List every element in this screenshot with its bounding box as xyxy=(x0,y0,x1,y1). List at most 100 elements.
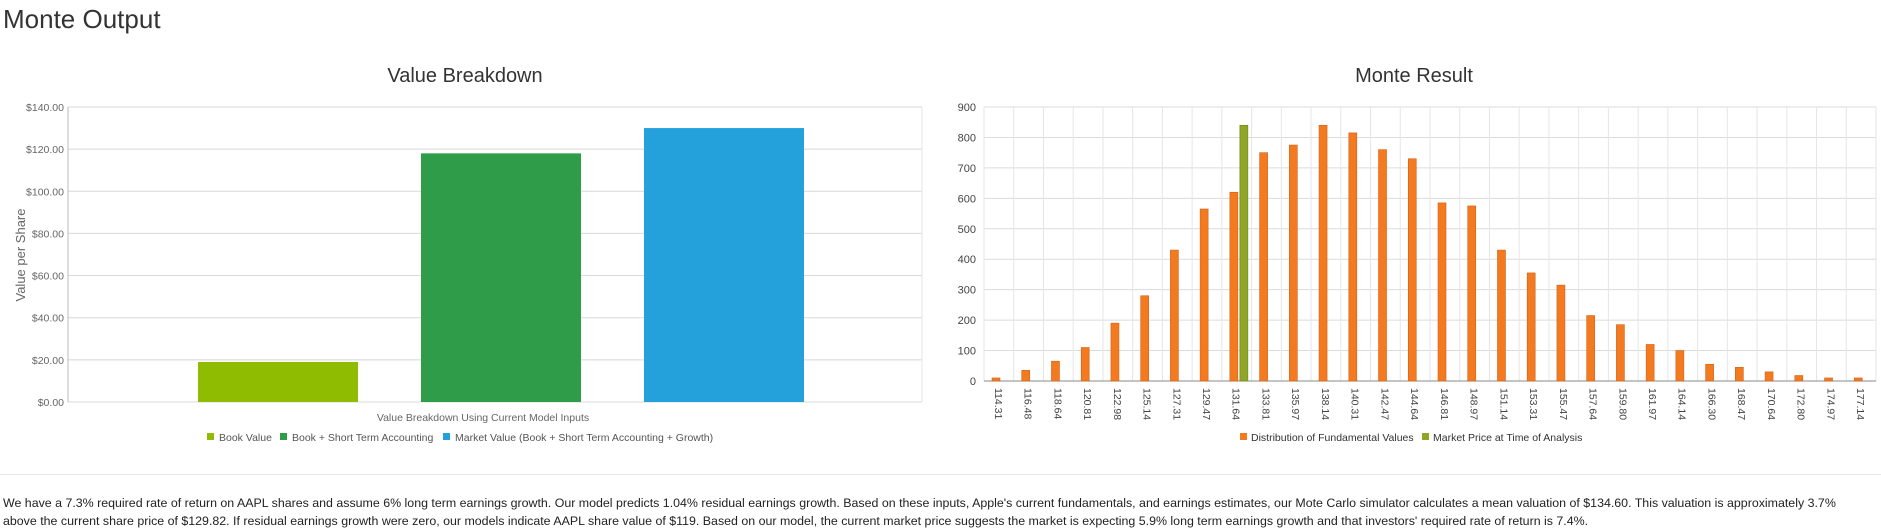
y-tick-label: 700 xyxy=(958,163,976,175)
distribution-bar xyxy=(1497,249,1506,382)
x-tick-label: 131.64 xyxy=(1230,388,1242,420)
distribution-bar xyxy=(1318,124,1328,382)
y-tick-label: $20.00 xyxy=(32,355,64,367)
bar-1 xyxy=(198,361,358,402)
x-tick-label: 127.31 xyxy=(1170,388,1182,420)
x-tick-label: 144.64 xyxy=(1408,388,1420,420)
legend-label: Market Value (Book + Short Term Accounti… xyxy=(455,432,713,444)
distribution-bar xyxy=(1080,347,1090,382)
x-tick-label: 153.31 xyxy=(1527,388,1539,420)
y-tick-label: $140.00 xyxy=(26,102,64,114)
x-tick-label: 170.64 xyxy=(1765,388,1777,420)
x-tick-label: 129.47 xyxy=(1200,388,1212,420)
distribution-bar xyxy=(1051,360,1060,382)
legend-label: Market Price at Time of Analysis xyxy=(1433,432,1582,444)
distribution-bar xyxy=(1705,363,1714,382)
legend-label: Book + Short Term Accounting xyxy=(292,432,434,444)
distribution-bar xyxy=(1526,272,1536,382)
distribution-bar xyxy=(1437,202,1447,382)
y-tick-label: 400 xyxy=(958,254,976,266)
x-tick-label: 133.81 xyxy=(1259,388,1271,420)
x-tick-label: 172.80 xyxy=(1795,388,1807,420)
y-tick-label: $60.00 xyxy=(32,271,64,283)
distribution-bar xyxy=(1645,344,1655,382)
divider xyxy=(0,474,1881,475)
legend-label: Distribution of Fundamental Values xyxy=(1251,432,1414,444)
x-tick-label: 116.48 xyxy=(1022,388,1034,419)
x-tick-label: 159.80 xyxy=(1616,388,1628,420)
y-tick-label: 800 xyxy=(958,132,976,144)
y-tick-label: 0 xyxy=(970,376,976,388)
y-tick-label: $0.00 xyxy=(38,397,64,409)
y-tick-label: 200 xyxy=(958,315,976,327)
charts-area: Value Breakdown $0.00 $20.00 $40.00 $60.00 $8… xyxy=(13,65,1877,444)
distribution-bar xyxy=(1259,152,1268,382)
distribution-bar xyxy=(1735,366,1744,382)
y-tick-label: 500 xyxy=(958,224,976,236)
distribution-bar xyxy=(1378,149,1387,382)
distribution-bar xyxy=(991,377,1001,382)
x-tick-label: 125.14 xyxy=(1141,388,1153,420)
distribution-bar xyxy=(1289,144,1298,382)
y-axis-label: Value per Share xyxy=(13,209,28,302)
x-tick-label: 140.31 xyxy=(1349,388,1361,420)
chart-title: Monte Result xyxy=(1355,65,1473,87)
y-tick-label: $40.00 xyxy=(32,313,64,325)
x-tick-label: 177.14 xyxy=(1854,388,1866,420)
distribution-bar xyxy=(1586,315,1595,382)
distribution-bar xyxy=(1110,322,1120,382)
distribution-bar xyxy=(1140,295,1149,382)
x-tick-label: 122.98 xyxy=(1111,388,1123,420)
x-tick-label: 174.97 xyxy=(1824,388,1836,420)
legend-swatch xyxy=(280,433,287,440)
x-tick-label: 151.14 xyxy=(1497,388,1509,420)
distribution-bar xyxy=(1467,205,1477,382)
y-tick-label: 300 xyxy=(958,285,976,297)
legend-swatch xyxy=(207,433,214,440)
summary-text: We have a 7.3% required rate of return o… xyxy=(3,496,1836,528)
x-tick-label: 161.97 xyxy=(1646,388,1658,420)
y-tick-label: $100.00 xyxy=(26,186,64,198)
distribution-bar xyxy=(1794,375,1804,382)
y-tick-label: $80.00 xyxy=(32,228,64,240)
x-tick-label: 135.97 xyxy=(1289,388,1301,420)
distribution-bar xyxy=(1199,208,1209,382)
distribution-bar xyxy=(1021,370,1031,382)
y-tick-label: $120.00 xyxy=(26,144,64,156)
distribution-bar xyxy=(1824,377,1833,382)
x-tick-label: 142.47 xyxy=(1378,388,1390,420)
distribution-bar xyxy=(1348,132,1358,382)
monte-result-chart: Monte Result 0 100 200 300 400 500 600 700 800 900… xyxy=(958,65,1877,444)
x-axis-label: Value Breakdown Using Current Model Inpu… xyxy=(377,412,589,424)
page-title: Monte Output xyxy=(3,4,161,34)
distribution-bar xyxy=(1229,191,1239,382)
y-tick-label: 600 xyxy=(958,193,976,205)
x-tick-label: 157.64 xyxy=(1587,388,1599,420)
bar-3 xyxy=(644,128,804,403)
chart-title: Value Breakdown xyxy=(387,65,542,87)
distribution-bar xyxy=(1407,158,1417,382)
x-tick-label: 138.14 xyxy=(1319,388,1331,420)
x-tick-label: 168.47 xyxy=(1735,388,1747,420)
bar-2 xyxy=(421,153,581,402)
distribution-bar xyxy=(1556,284,1566,382)
x-tick-label: 146.81 xyxy=(1438,388,1450,420)
x-tick-label: 148.97 xyxy=(1468,388,1480,420)
market-price-bar xyxy=(1239,124,1249,382)
y-tick-label: 900 xyxy=(958,102,976,114)
legend-swatch xyxy=(1240,433,1247,440)
distribution-bar xyxy=(1616,324,1625,382)
x-tick-label: 114.31 xyxy=(992,388,1004,419)
x-tick-label: 118.64 xyxy=(1051,388,1063,419)
x-tick-label: 164.14 xyxy=(1676,388,1688,420)
legend-swatch xyxy=(443,433,450,440)
distribution-bar xyxy=(1764,371,1774,382)
distribution-bar xyxy=(1170,249,1179,382)
x-tick-label: 166.30 xyxy=(1705,388,1717,420)
value-breakdown-chart: Value Breakdown $0.00 $20.00 $40.00 $60.00 $8… xyxy=(13,65,923,444)
legend-label: Book Value xyxy=(219,432,272,444)
x-tick-label: 155.47 xyxy=(1557,388,1569,420)
distribution-bar xyxy=(1675,350,1685,382)
y-tick-label: 100 xyxy=(958,346,976,358)
legend-swatch xyxy=(1422,433,1429,440)
